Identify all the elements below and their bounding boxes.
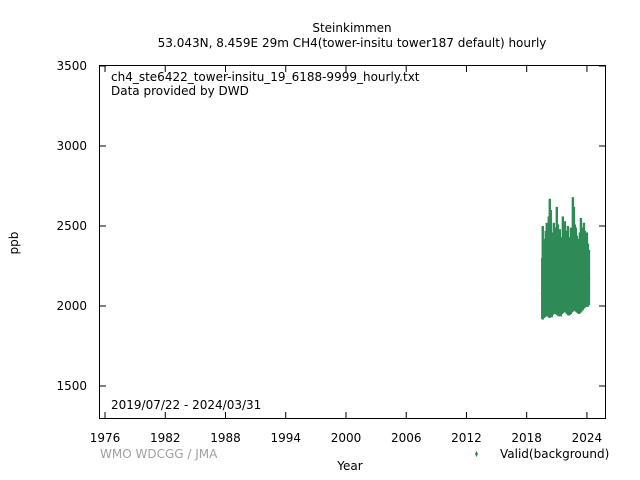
x-axis: 1976 1982 1988 1994 2000 2006 2012 2018 2024 (90, 66, 602, 445)
x-axis-label: Year (336, 459, 362, 473)
chart-subtitle: 53.043N, 8.459E 29m CH4(tower-insitu tow… (158, 36, 547, 50)
data-point (587, 275, 591, 282)
x-tick-label: 1994 (270, 431, 301, 445)
y-tick-label: 3500 (56, 59, 87, 73)
y-tick-label: 2500 (56, 219, 87, 233)
credit-watermark: WMO WDCGG / JMA (100, 447, 218, 461)
x-tick-label: 1988 (210, 431, 241, 445)
x-tick-label: 2006 (391, 431, 422, 445)
date-range-label: 2019/07/22 - 2024/03/31 (111, 398, 261, 412)
y-tick-label: 2000 (56, 299, 87, 313)
x-tick-label: 1976 (90, 431, 121, 445)
file-label: ch4_ste6422_tower-insitu_19_6188-9999_ho… (111, 70, 420, 84)
y-tick-label: 1500 (56, 379, 87, 393)
y-tick-label: 3000 (56, 139, 87, 153)
chart-title: Steinkimmen (312, 21, 391, 35)
legend-marker-icon (475, 451, 478, 457)
y-axis: 1500 2000 2500 3000 3500 (56, 59, 605, 393)
x-tick-label: 1982 (150, 431, 181, 445)
plot-frame (99, 65, 606, 419)
x-tick-label: 2024 (572, 431, 603, 445)
legend: Valid(background) (475, 447, 609, 461)
x-tick-label: 2000 (331, 431, 362, 445)
data-series (540, 197, 591, 320)
y-axis-label: ppb (7, 232, 21, 255)
legend-label: Valid(background) (500, 447, 609, 461)
x-tick-label: 2012 (451, 431, 482, 445)
x-tick-label: 2018 (511, 431, 542, 445)
provider-label: Data provided by DWD (111, 84, 249, 98)
